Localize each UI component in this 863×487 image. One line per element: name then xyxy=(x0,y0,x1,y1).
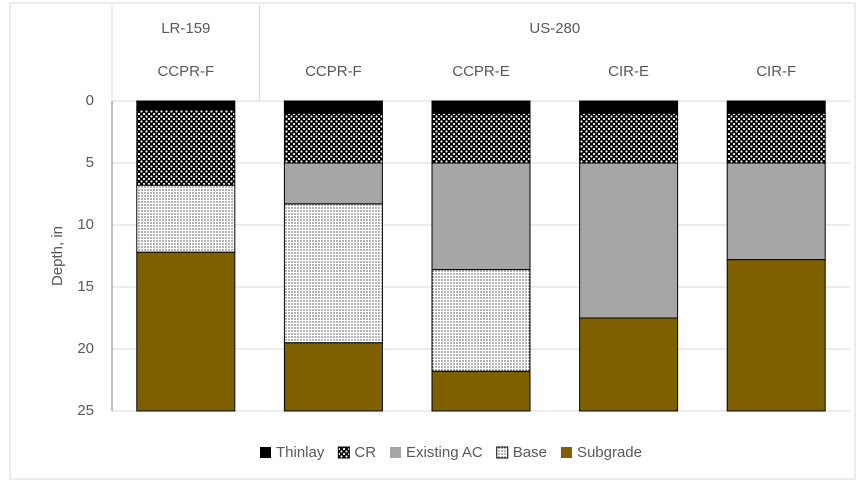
y-tick-label: 5 xyxy=(86,154,94,171)
y-tick-label: 20 xyxy=(77,340,94,357)
legend-label: Base xyxy=(513,444,547,461)
bar-segment xyxy=(431,112,531,164)
x-tick-label: CCPR-E xyxy=(452,63,510,80)
bar-segment xyxy=(283,162,383,205)
x-tick-label: CCPR-F xyxy=(157,63,214,80)
group-label: LR-159 xyxy=(161,20,210,37)
y-tick-label: 15 xyxy=(77,278,94,295)
legend-label: Existing AC xyxy=(406,444,483,461)
x-tick-label: CIR-E xyxy=(608,63,649,80)
bar-segment xyxy=(283,203,383,344)
bar-segment xyxy=(136,251,236,412)
bar-segment xyxy=(726,112,826,164)
bar-segment xyxy=(136,184,236,253)
legend-swatch xyxy=(390,447,402,458)
legend-swatch xyxy=(560,447,572,458)
group-label: US-280 xyxy=(529,20,580,37)
bar-segment xyxy=(579,317,679,412)
legend-swatch xyxy=(337,446,350,459)
bar-segment xyxy=(431,269,531,372)
bar-segment xyxy=(726,100,826,114)
bar-segment xyxy=(431,370,531,412)
bar-segment xyxy=(579,162,679,319)
bar-segment xyxy=(579,100,679,114)
bar-segment xyxy=(431,162,531,271)
bar-segment xyxy=(136,109,236,186)
bar-segment xyxy=(726,162,826,261)
bar-segment xyxy=(431,100,531,114)
y-tick-label: 10 xyxy=(77,216,94,233)
legend-label: Subgrade xyxy=(577,444,642,461)
x-tick-label: CIR-F xyxy=(756,63,796,80)
legend-label: Thinlay xyxy=(276,444,325,461)
y-tick-label: 25 xyxy=(77,402,94,419)
bar-segment xyxy=(579,112,679,164)
legend-label: CR xyxy=(354,444,376,461)
bar-segment xyxy=(283,100,383,114)
chart-border xyxy=(9,2,856,480)
y-tick-label: 0 xyxy=(86,92,94,109)
bar-segment xyxy=(726,259,826,412)
x-tick-label: CCPR-F xyxy=(305,63,362,80)
bar-segment xyxy=(283,342,383,412)
bar-segment xyxy=(283,112,383,164)
legend-swatch xyxy=(260,447,271,458)
legend-swatch xyxy=(496,446,509,459)
y-axis-label: Depth, in xyxy=(49,226,66,286)
bar-segment xyxy=(136,100,236,111)
